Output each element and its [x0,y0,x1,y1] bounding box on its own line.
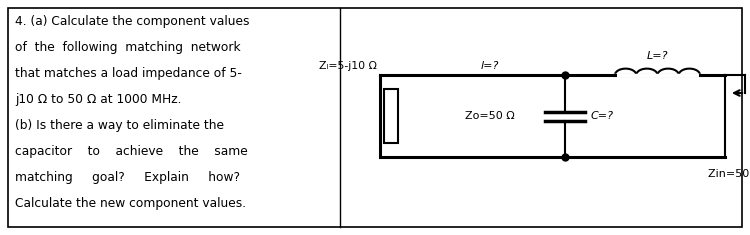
Text: l=?: l=? [480,61,499,71]
Text: that matches a load impedance of 5-: that matches a load impedance of 5- [15,67,242,80]
Text: C=?: C=? [591,111,614,121]
Text: Calculate the new component values.: Calculate the new component values. [15,197,246,210]
Text: capacitor    to    achieve    the    same: capacitor to achieve the same [15,145,248,158]
Text: L=?: L=? [646,51,668,61]
Text: (b) Is there a way to eliminate the: (b) Is there a way to eliminate the [15,119,224,132]
Text: j10 Ω to 50 Ω at 1000 MHz.: j10 Ω to 50 Ω at 1000 MHz. [15,93,182,106]
Text: Zo=50 Ω: Zo=50 Ω [464,111,514,121]
Text: Zₗ=5-j10 Ω: Zₗ=5-j10 Ω [320,61,377,71]
Text: 4. (a) Calculate the component values: 4. (a) Calculate the component values [15,15,250,28]
Text: of  the  following  matching  network: of the following matching network [15,41,241,54]
Bar [384,89,398,143]
Text: Zin=50 Ω: Zin=50 Ω [708,169,750,179]
Text: matching     goal?     Explain     how?: matching goal? Explain how? [15,171,240,184]
